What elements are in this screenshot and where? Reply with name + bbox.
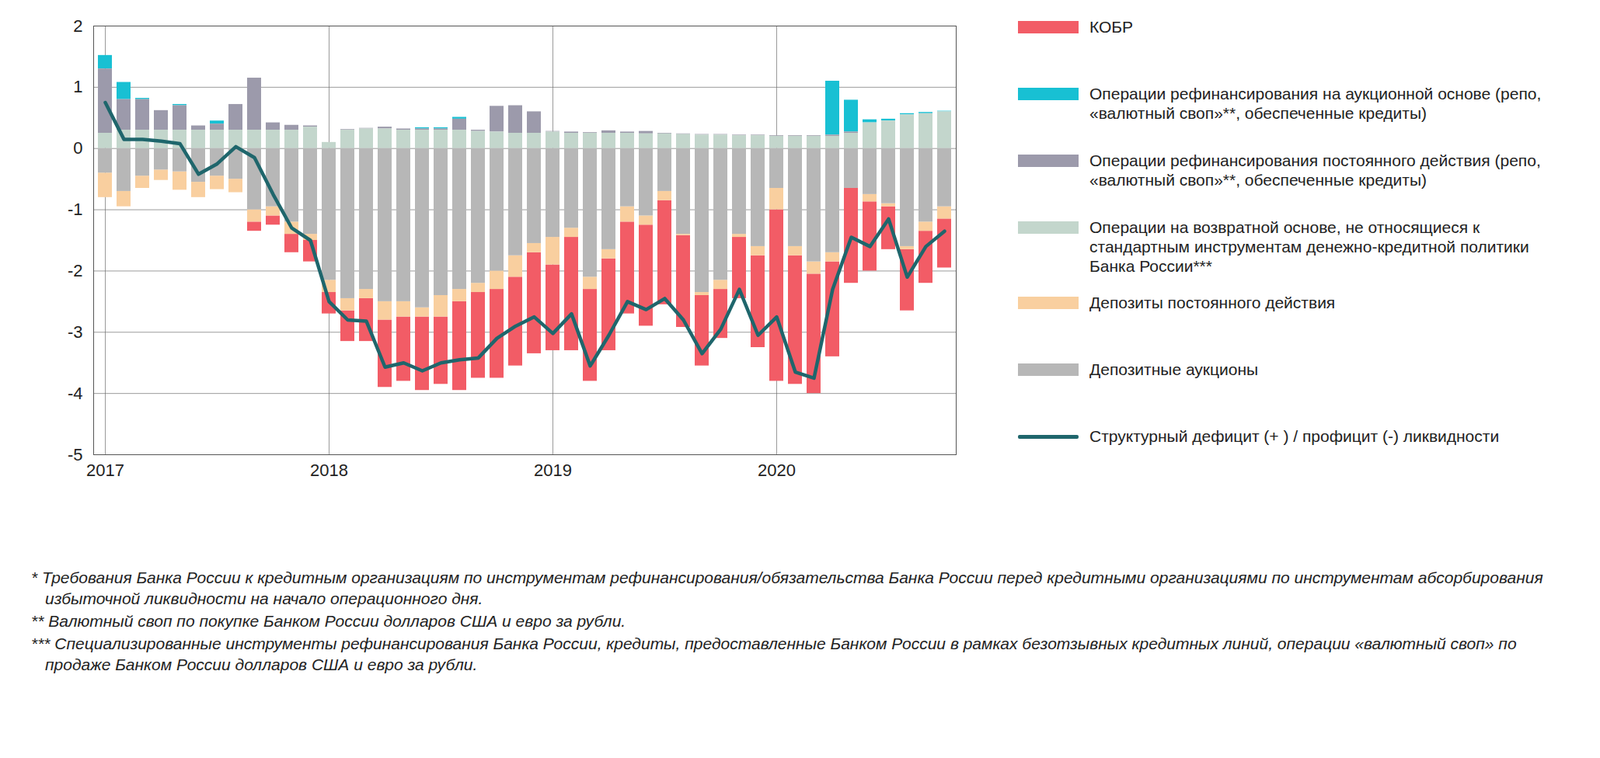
svg-text:1: 1 [73, 76, 83, 97]
html-text:Структурный дефицит (+ ) / про: Структурный дефицит (+ ) / профицит (-) … [1089, 427, 1500, 446]
svg-text:-4: -4 [67, 383, 84, 404]
svg-text:2: 2 [73, 16, 83, 36]
svg-text:2018: 2018 [310, 460, 349, 481]
svg-text:-1: -1 [67, 199, 84, 220]
svg-text:2020: 2020 [757, 460, 796, 481]
svg-text:0: 0 [73, 138, 83, 158]
html-text:Депозиты постоянного действия: Депозиты постоянного действия [1089, 293, 1336, 312]
svg-text:-5: -5 [67, 445, 84, 465]
html-text:Депозитные аукционы: Депозитные аукционы [1089, 360, 1259, 379]
svg-text:2019: 2019 [533, 460, 572, 481]
svg-text:2017: 2017 [86, 460, 125, 481]
html-text:КОБР: КОБР [1089, 17, 1134, 36]
html-text:** Валютный своп по покупке Ба: ** Валютный своп по покупке Банком Росси… [31, 612, 626, 631]
html-text:Операции рефинансирования пост: Операции рефинансирования постоянного де… [1089, 151, 1541, 189]
html-text:*** Специализированные инструм: *** Специализированные инструменты рефин… [31, 634, 1517, 674]
html-text:* Требования Банка России к кр: * Требования Банка России к кредитным ор… [31, 568, 1543, 608]
html-text:Операции рефинансирования на а: Операции рефинансирования на аукционной … [1089, 84, 1542, 123]
html-text:Операции на возвратной основе,: Операции на возвратной основе, не относя… [1089, 218, 1530, 276]
svg-text:-2: -2 [67, 261, 84, 281]
svg-text:-3: -3 [67, 322, 84, 342]
